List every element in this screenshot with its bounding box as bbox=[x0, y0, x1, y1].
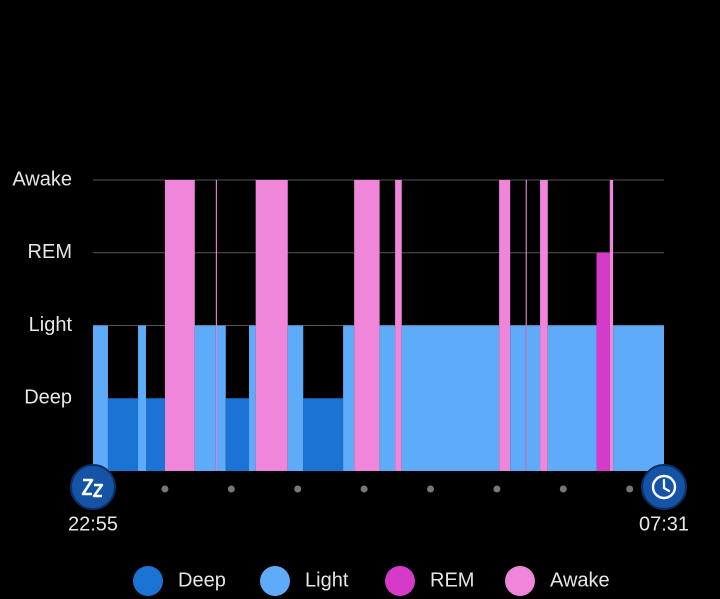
stage-bar bbox=[401, 325, 500, 471]
bars bbox=[93, 180, 664, 471]
x-tick-label: 22:55 bbox=[68, 513, 118, 535]
stage-bar bbox=[525, 180, 527, 471]
legend-swatch bbox=[260, 566, 290, 596]
hour-dot bbox=[427, 485, 435, 493]
stage-bar bbox=[510, 325, 526, 471]
y-tick-label: Light bbox=[29, 314, 73, 336]
hour-dot bbox=[360, 485, 368, 493]
stage-bar bbox=[194, 325, 216, 471]
stage-bar bbox=[547, 325, 597, 471]
hour-dot bbox=[227, 485, 235, 493]
wake-icon bbox=[641, 464, 687, 510]
stage-bar bbox=[255, 180, 288, 471]
stage-bar bbox=[138, 325, 147, 471]
hour-dot bbox=[161, 485, 169, 493]
legend-swatch bbox=[133, 566, 163, 596]
legend: Deep Light REM Awake bbox=[133, 566, 610, 596]
stage-bar bbox=[303, 398, 344, 471]
legend-swatch bbox=[505, 566, 535, 596]
legend-label: Awake bbox=[550, 569, 610, 591]
stage-bar bbox=[249, 325, 256, 471]
stage-bar bbox=[540, 180, 548, 471]
stage-bar bbox=[343, 325, 355, 471]
legend-label: REM bbox=[430, 569, 474, 591]
hour-dot bbox=[559, 485, 567, 493]
hour-dot bbox=[294, 485, 302, 493]
stage-bar bbox=[596, 252, 610, 471]
stage-bar bbox=[526, 325, 541, 471]
stage-bar bbox=[225, 398, 250, 471]
legend-swatch bbox=[385, 566, 415, 596]
legend-label: Light bbox=[305, 569, 349, 591]
stage-bar bbox=[164, 180, 195, 471]
y-tick-label: Awake bbox=[12, 168, 72, 190]
stage-bar bbox=[395, 180, 402, 471]
stage-bar bbox=[287, 325, 304, 471]
y-tick-label: Deep bbox=[24, 387, 72, 409]
hour-dot bbox=[493, 485, 501, 493]
legend-label: Deep bbox=[178, 569, 226, 591]
stage-bar bbox=[93, 325, 108, 471]
labels: Deep Light REM Awake 22:55 07:31 bbox=[12, 168, 689, 535]
stage-bar bbox=[499, 180, 511, 471]
stage-bar bbox=[215, 180, 217, 471]
y-tick-label: REM bbox=[28, 241, 72, 263]
stage-bar bbox=[613, 325, 664, 471]
hour-dot bbox=[626, 485, 634, 493]
stage-bar bbox=[216, 325, 226, 471]
stage-bar bbox=[379, 325, 396, 471]
stage-bar bbox=[609, 180, 614, 471]
stage-bar bbox=[107, 398, 139, 471]
x-tick-label: 07:31 bbox=[639, 513, 689, 535]
stage-bar bbox=[354, 180, 380, 471]
stage-bar bbox=[146, 398, 165, 471]
sleep-icon bbox=[70, 464, 116, 510]
